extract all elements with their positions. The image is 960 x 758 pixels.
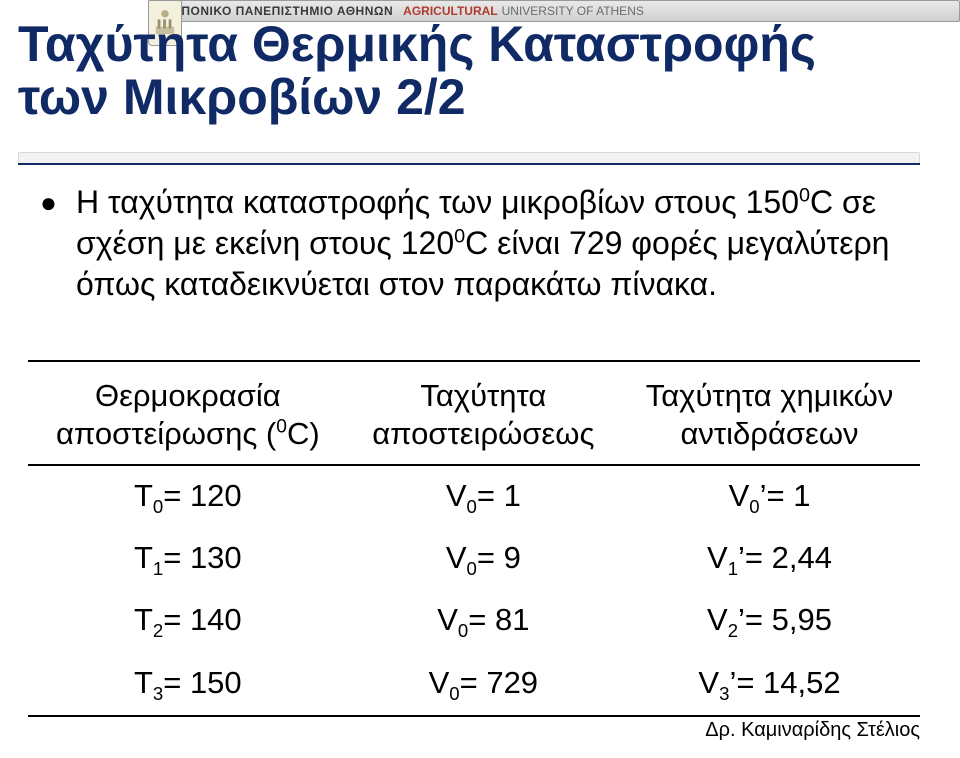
col-subheader: αντιδράσεων (619, 416, 920, 465)
footer-author: Δρ. Καμιναρίδης Στέλιος (705, 719, 920, 742)
table-row: T2= 140 V0= 81 V2’= 5,95 (28, 590, 920, 652)
table-header-row-2: αποστείρωσης (0C) αποστειρώσεως αντιδράσ… (28, 416, 920, 465)
col-header: Ταχύτητα χημικών (619, 361, 920, 416)
table-row: T0= 120 V0= 1 V0’= 1 (28, 465, 920, 528)
col-header: Ταχύτητα (348, 361, 619, 416)
title-line2: των Μικροβίων 2/2 (18, 69, 466, 125)
col-subheader: αποστείρωσης (0C) (28, 416, 348, 465)
title-underline (18, 152, 920, 165)
body-text: Η ταχύτητα καταστροφής των μικροβίων στο… (40, 182, 910, 305)
table-header-row-1: Θερμοκρασία Ταχύτητα Ταχύτητα χημικών (28, 361, 920, 416)
table-row: T1= 130 V0= 9 V1’= 2,44 (28, 528, 920, 590)
slide-title: Ταχύτητα Θερμικής Καταστροφής των Μικροβ… (18, 18, 942, 124)
title-line1: Ταχύτητα Θερμικής Καταστροφής (18, 16, 816, 72)
col-header: Θερμοκρασία (28, 361, 348, 416)
bullet-paragraph: Η ταχύτητα καταστροφής των μικροβίων στο… (40, 182, 910, 305)
data-table: Θερμοκρασία Ταχύτητα Ταχύτητα χημικών απ… (28, 360, 920, 717)
col-subheader: αποστειρώσεως (348, 416, 619, 465)
table-row: T3= 150 V0= 729 V3’= 14,52 (28, 653, 920, 716)
